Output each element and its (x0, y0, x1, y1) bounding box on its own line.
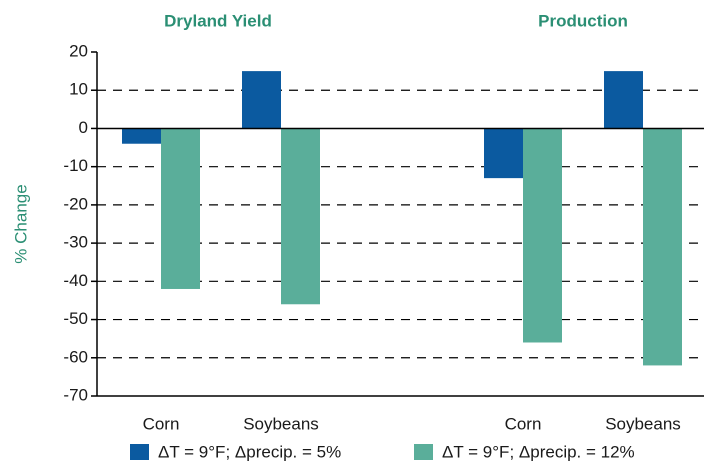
x-tick-label: Corn (505, 414, 542, 433)
x-tick-label: Corn (143, 414, 180, 433)
y-tick-label: 10 (69, 80, 88, 99)
bar (122, 128, 161, 144)
legend-swatch (414, 444, 433, 460)
legend-label: ΔT = 9°F; Δprecip. = 12% (442, 442, 635, 461)
y-tick-label: -10 (63, 156, 88, 175)
panel-title: Production (538, 11, 628, 30)
panel-title: Dryland Yield (164, 11, 272, 30)
bar (643, 128, 682, 366)
legend-swatch (130, 444, 149, 460)
x-tick-label: Soybeans (605, 414, 681, 433)
bar (281, 128, 320, 305)
legend-label: ΔT = 9°F; Δprecip. = 5% (158, 442, 341, 461)
y-tick-label: 0 (79, 118, 88, 137)
y-tick-label: -50 (63, 309, 88, 328)
bar (523, 128, 562, 343)
y-tick-label: -70 (63, 385, 88, 404)
y-tick-label: -20 (63, 194, 88, 213)
y-axis-title: % Change (11, 184, 30, 263)
y-tick-label: -60 (63, 347, 88, 366)
x-tick-label: Soybeans (243, 414, 319, 433)
y-tick-label: 20 (69, 41, 88, 60)
bar (161, 128, 200, 289)
y-tick-label: -40 (63, 271, 88, 290)
bar (484, 128, 523, 179)
bar (242, 71, 281, 129)
bar (604, 71, 643, 129)
y-tick-label: -30 (63, 233, 88, 252)
